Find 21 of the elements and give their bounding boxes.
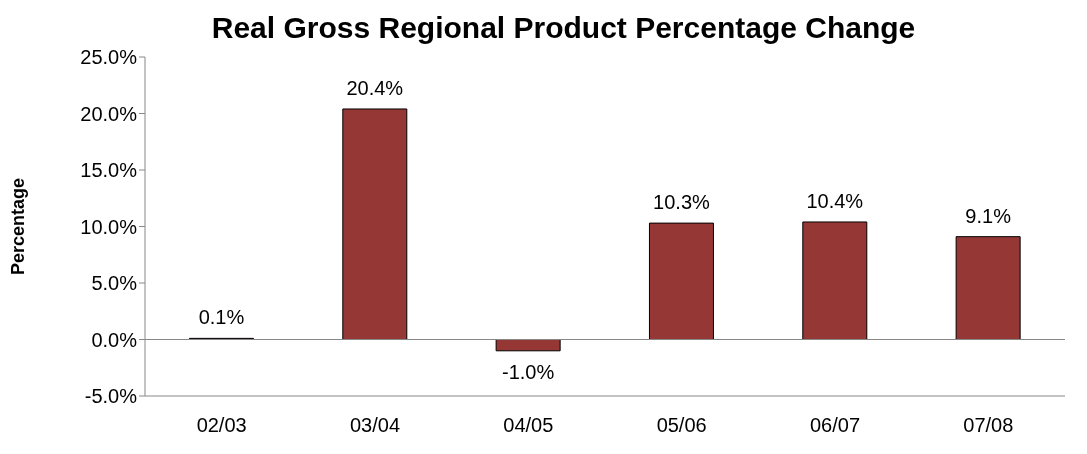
y-tick-label: 0.0% xyxy=(91,328,138,351)
data-label: 20.4% xyxy=(346,76,404,99)
y-tick-label: -5.0% xyxy=(84,385,138,408)
y-tick-label: 15.0% xyxy=(80,159,138,182)
y-tick-label: 25.0% xyxy=(80,46,138,69)
y-tick-label: 5.0% xyxy=(91,272,138,295)
data-label: -1.0% xyxy=(502,360,555,383)
x-tick-label: 04/05 xyxy=(503,414,554,437)
x-tick-label: 06/07 xyxy=(809,414,861,437)
data-label: 10.3% xyxy=(653,191,711,214)
x-tick-label: 05/06 xyxy=(656,414,707,437)
y-tick-label: 10.0% xyxy=(80,215,138,238)
chart-title: Real Gross Regional Product Percentage Change xyxy=(210,10,917,46)
x-tick-label: 03/04 xyxy=(349,414,401,437)
data-label: 10.4% xyxy=(806,189,864,212)
x-tick-label: 02/03 xyxy=(196,414,247,437)
x-tick-label: 07/08 xyxy=(963,414,1014,437)
y-tick-label: 20.0% xyxy=(80,102,138,125)
data-label: 9.1% xyxy=(965,204,1012,227)
y-axis-title: Percentage xyxy=(8,177,29,276)
data-label: 0.1% xyxy=(198,306,245,329)
